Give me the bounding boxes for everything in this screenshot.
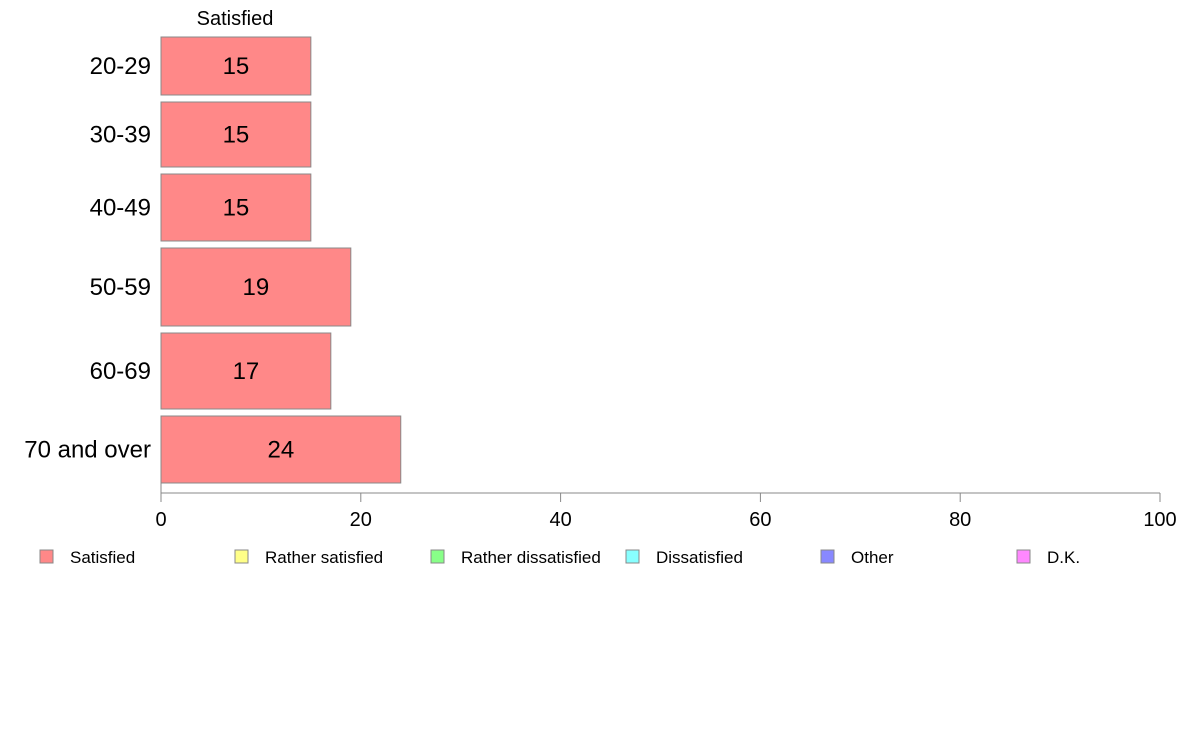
legend-swatch (1016, 549, 1031, 564)
bar-30-39-satisfied (160, 101, 312, 168)
legend-label: D.K. (1047, 548, 1080, 567)
category-label: 20-29 (90, 53, 151, 80)
legend-swatch (820, 549, 835, 564)
legend-swatch (625, 549, 640, 564)
bar-value-label: 15 (223, 53, 250, 80)
legend-item-rather-dissatisfied: Rather dissatisfied (430, 548, 601, 567)
legend-label: Satisfied (70, 548, 135, 567)
bar-50-59-satisfied (160, 247, 352, 327)
category-label: 50-59 (90, 274, 151, 301)
bar-60-69-satisfied (160, 332, 332, 410)
x-tick-label: 20 (350, 509, 372, 531)
x-tick-label: 100 (1143, 509, 1176, 531)
legend-item-dissatisfied: Dissatisfied (625, 548, 743, 567)
x-tick-label: 80 (949, 509, 971, 531)
bar-20-29-satisfied (160, 36, 312, 96)
bar-value-label: 17 (233, 358, 260, 385)
legend-label: Other (851, 548, 894, 567)
series-top-label: Satisfied (197, 8, 274, 30)
category-label: 40-49 (90, 195, 151, 222)
x-tick-label: 40 (549, 509, 571, 531)
bar-value-label: 24 (268, 437, 295, 464)
legend-item-d-k-: D.K. (1016, 548, 1080, 567)
bar-value-label: 15 (223, 195, 250, 222)
bar-70-and-over-satisfied (160, 415, 402, 484)
legend-item-other: Other (820, 548, 894, 567)
bar-value-label: 19 (243, 274, 270, 301)
legend-swatch (234, 549, 249, 564)
x-tick-label: 0 (155, 509, 166, 531)
legend-item-satisfied: Satisfied (39, 548, 135, 567)
category-label: 60-69 (90, 358, 151, 385)
category-label: 70 and over (24, 437, 151, 464)
legend-label: Dissatisfied (656, 548, 743, 567)
bar-40-49-satisfied (160, 173, 312, 242)
bar-value-label: 15 (223, 122, 250, 149)
legend-swatch (430, 549, 445, 564)
x-tick-label: 60 (749, 509, 771, 531)
bars-group: 15 15 15 19 17 24 (160, 36, 402, 484)
legend: Satisfied Rather satisfied Rather dissatis… (39, 548, 1080, 567)
category-label: 30-39 (90, 122, 151, 149)
legend-item-rather-satisfied: Rather satisfied (234, 548, 383, 567)
legend-label: Rather dissatisfied (461, 548, 601, 567)
legend-swatch (39, 549, 54, 564)
legend-label: Rather satisfied (265, 548, 383, 567)
category-labels: 20-29 30-39 40-49 50-59 60-69 70 and over (24, 53, 151, 464)
x-axis: 0 20 40 60 80 100 (155, 483, 1177, 531)
